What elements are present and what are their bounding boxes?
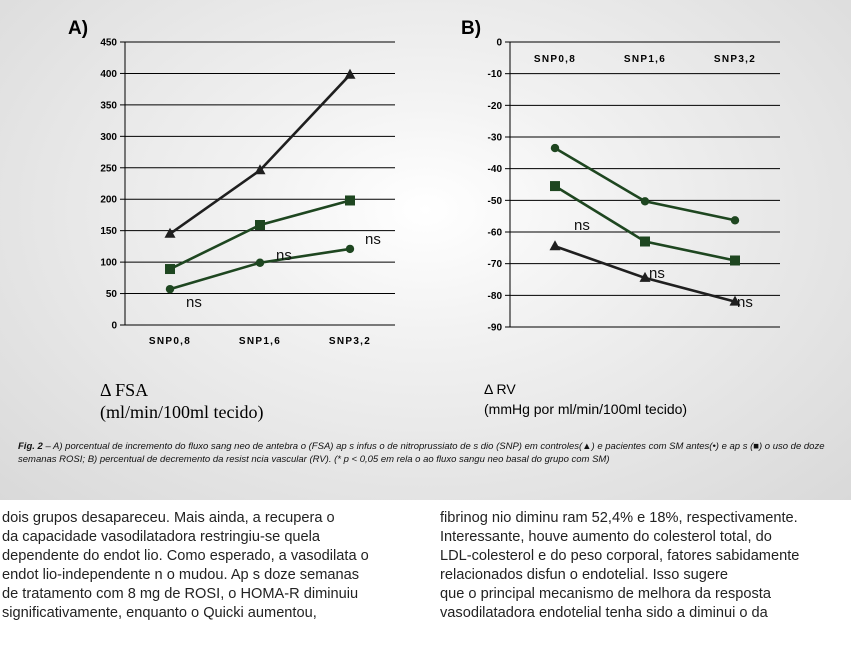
chart-b-ns-annotation: ns: [649, 265, 665, 282]
chartA-point-circle: [345, 244, 355, 254]
chartA-point-circle: [165, 284, 175, 294]
chartB-category-label: SNP0,8: [534, 54, 576, 65]
body-text-line: fibrinog nio diminu ram 52,4% e 18%, res…: [440, 510, 798, 526]
chartB-point-square: [550, 181, 560, 192]
chartA-ytick-label: 100: [100, 258, 117, 269]
chartB-ytick-label: -40: [488, 164, 503, 175]
chartB-category-label: SNP1,6: [624, 54, 666, 65]
chartA-ytick-label: 150: [100, 226, 117, 237]
chartB-ytick-label: -70: [488, 259, 503, 270]
chart-b-xlabel-line1: Δ RV: [484, 381, 516, 397]
body-text-line: que o principal mecanismo de melhora da …: [440, 586, 771, 602]
body-text-line: vasodilatadora endotelial tenha sido a d…: [440, 605, 768, 621]
chartA-category-label: SNP0,8: [149, 336, 191, 347]
chartA-ytick-label: 200: [100, 195, 117, 206]
figure-caption-text: – A) porcentual de incremento do fluxo s…: [18, 441, 825, 465]
chart-a-xlabel-line2: (ml/min/100ml tecido): [100, 402, 263, 423]
chartB-point-circle: [730, 216, 740, 225]
chartB-point-triangle: [729, 295, 741, 306]
chart-a-xlabel-line1: Δ FSA: [100, 380, 148, 400]
chartB-ytick-label: -30: [488, 133, 503, 144]
chartB-point-square: [730, 255, 740, 266]
body-text-line: relacionados disfun o endotelial. Isso s…: [440, 567, 729, 583]
body-text-line: LDL-colesterol e do peso corporal, fator…: [440, 548, 800, 564]
chartA-point-square: [165, 264, 175, 275]
chartB-point-square: [640, 236, 650, 247]
chartA-ytick-label: 250: [100, 163, 117, 174]
body-text-line: Interessante, houve aumento do colestero…: [440, 529, 772, 545]
chartA-series-line-triangle: [169, 73, 351, 235]
chart-b-ns-annotation: ns: [574, 217, 590, 234]
body-text-line: dependente do endot lio. Como esperado, …: [2, 548, 369, 564]
chart-b-ns-annotation: ns: [737, 294, 753, 311]
body-text-line: de tratamento com 8 mg de ROSI, o HOMA-R…: [2, 586, 359, 602]
body-text-line: dois grupos desapareceu. Mais ainda, a r…: [2, 510, 335, 526]
chartB-ytick-label: -60: [488, 228, 503, 239]
chart-b-xlabel-line2: (mmHg por ml/min/100ml tecido): [484, 401, 687, 417]
chartB-ytick-label: -10: [488, 69, 503, 80]
chartA-ytick-label: 350: [100, 100, 117, 111]
body-text-line: endot lio-independente n o mudou. Ap s d…: [2, 567, 359, 583]
figure-caption-label: Fig. 2: [18, 441, 43, 452]
chartA-ytick-label: 450: [100, 38, 117, 49]
chartA-ytick-label: 400: [100, 69, 117, 80]
chart-b-panel-label: B): [461, 18, 481, 39]
chartB-point-triangle: [549, 240, 561, 251]
chartA-point-square: [255, 220, 265, 231]
chartB-point-triangle: [639, 271, 651, 282]
chartB-ytick-label: 0: [496, 38, 502, 49]
chartB-series-line-circle: [554, 146, 736, 222]
body-text-line: da capacidade vasodilatadora restringiu-…: [2, 529, 321, 545]
chartA-point-triangle: [254, 164, 266, 175]
body-text-right-column: fibrinog nio diminu ram 52,4% e 18%, res…: [440, 509, 845, 623]
chartB-point-circle: [550, 143, 560, 153]
chartA-ytick-label: 0: [111, 321, 117, 332]
chartA-point-triangle: [344, 68, 356, 79]
figure-svg: A) 450 400 350 300 250 200 150 100 50 0 SNP0,8 SNP1…: [68, 18, 780, 423]
chartA-point-triangle: [164, 227, 176, 238]
chart-a-ns-annotation: ns: [365, 231, 381, 248]
chart-a: A) 450 400 350 300 250 200 150 100 50 0 SNP0,8 SNP1…: [68, 18, 395, 423]
chartA-ytick-label: 50: [106, 289, 118, 300]
chart-a-panel-label: A): [68, 18, 88, 39]
chartB-ytick-label: -80: [488, 291, 503, 302]
chartA-point-circle: [255, 258, 265, 267]
chartB-ytick-label: -50: [488, 196, 503, 207]
chart-a-ns-annotation: ns: [276, 247, 292, 264]
figure-panel: A) 450 400 350 300 250 200 150 100 50 0 SNP0,8 SNP1…: [0, 0, 851, 500]
body-text-line: significativamente, enquanto o Quicki au…: [2, 605, 317, 621]
chartB-ytick-label: -90: [488, 323, 503, 334]
chartB-point-circle: [640, 197, 650, 206]
chartA-ytick-label: 300: [100, 132, 117, 143]
chartA-category-label: SNP3,2: [329, 336, 371, 347]
chart-b: B) 0 -10 -20 -30 -40 -50 -60 -70 -80 -90 SNP0,8 SNP…: [461, 18, 780, 417]
figure-caption: Fig. 2 – A) porcentual de incremento do …: [18, 440, 838, 466]
chartA-category-label: SNP1,6: [239, 336, 281, 347]
chart-a-ns-annotation: ns: [186, 294, 202, 311]
chartB-ytick-label: -20: [488, 101, 503, 112]
chartB-category-label: SNP3,2: [714, 54, 756, 65]
body-text-left-column: dois grupos desapareceu. Mais ainda, a r…: [2, 509, 407, 623]
chartA-point-square: [345, 195, 355, 206]
